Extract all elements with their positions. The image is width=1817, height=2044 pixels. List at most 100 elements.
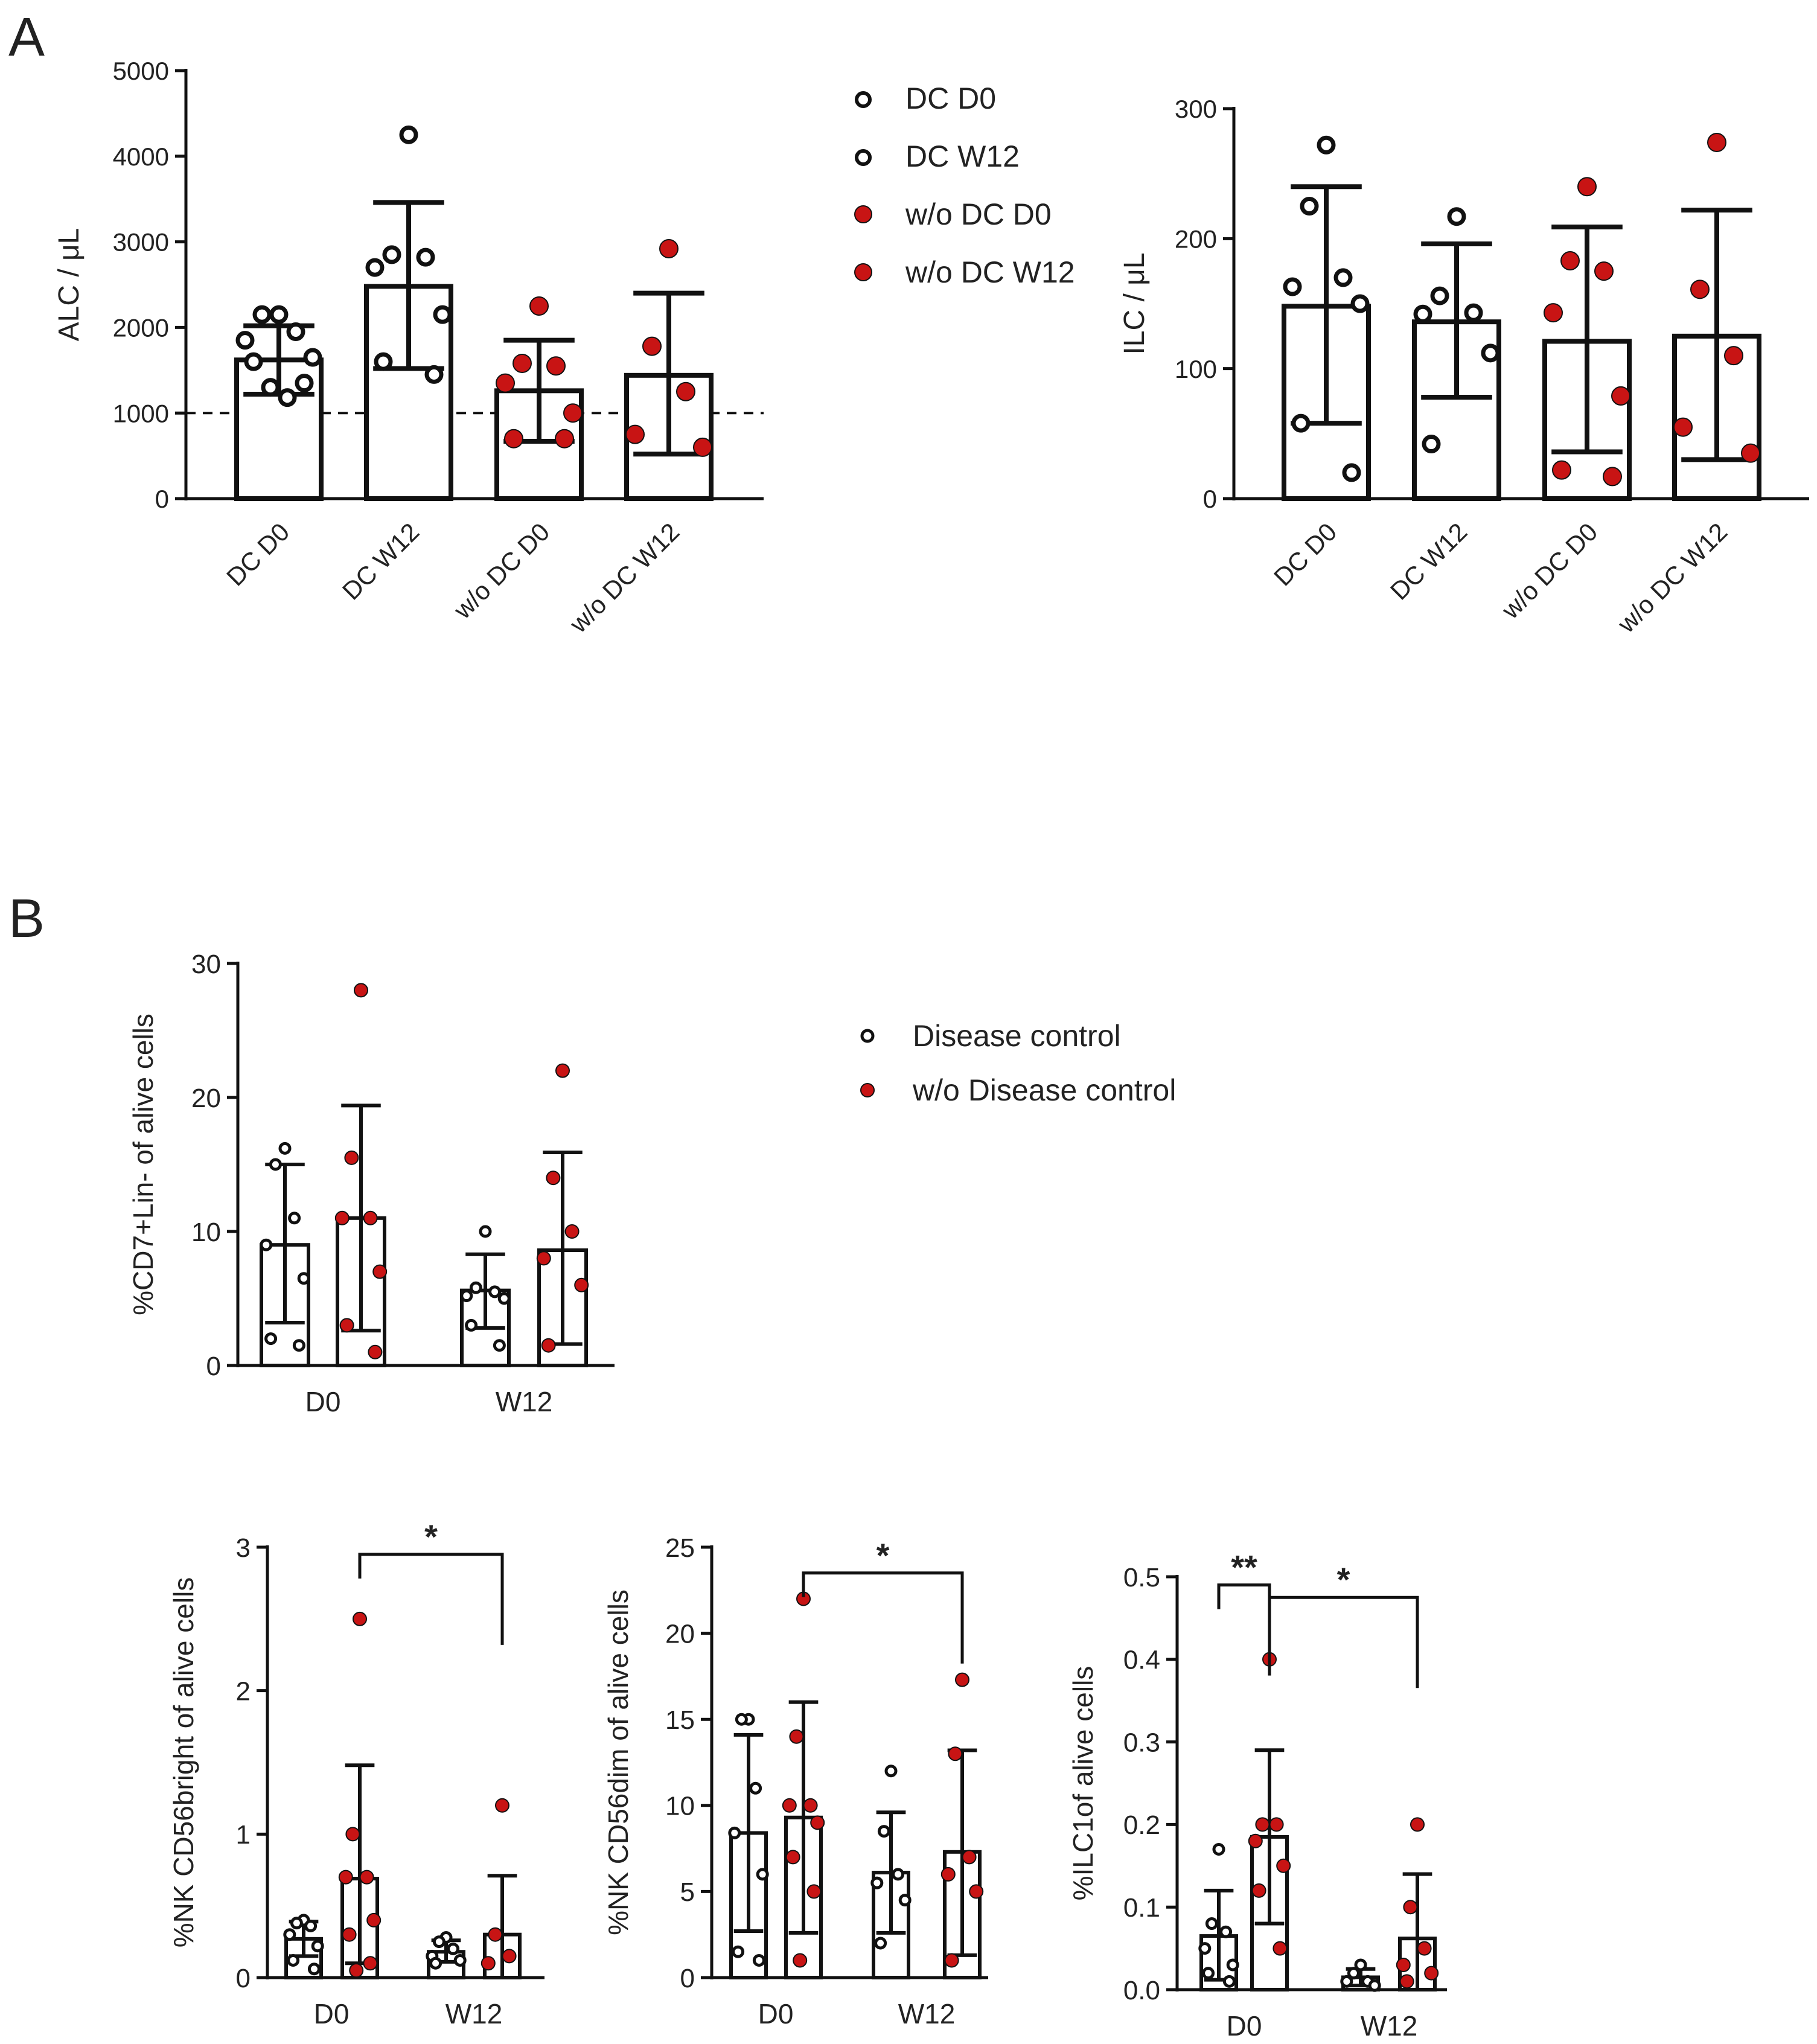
data-point <box>806 1884 822 1899</box>
legend-marker-wo-disease-control <box>860 1083 875 1097</box>
y-tick-label: 100 <box>1175 355 1217 383</box>
data-point <box>1611 386 1630 406</box>
data-point <box>1447 207 1466 226</box>
data-point <box>1354 1958 1367 1972</box>
y-tick-label: 10 <box>191 1218 221 1247</box>
data-point <box>295 374 314 393</box>
y-tick-label: 1000 <box>113 399 169 427</box>
data-point <box>1276 1858 1291 1873</box>
legend-label: DC D0 <box>905 81 996 115</box>
data-point <box>898 1894 912 1907</box>
data-point <box>1577 177 1597 197</box>
y-tick-label: 1 <box>236 1820 251 1850</box>
data-point <box>1707 132 1726 152</box>
data-point <box>1594 261 1614 281</box>
y-tick-label: 0.5 <box>1123 1563 1160 1592</box>
y-tick-label: 3 <box>236 1533 251 1563</box>
data-point <box>338 1870 353 1885</box>
data-point <box>541 1338 556 1353</box>
data-point <box>892 1868 905 1881</box>
data-point <box>1350 294 1370 313</box>
y-tick-label: 2000 <box>113 314 169 342</box>
chart-cd56bright: 0 1 2 3 %NK CD56bright of alive cells D0 W12 * <box>168 1518 544 2030</box>
data-point <box>1273 1941 1288 1956</box>
data-point <box>676 382 695 401</box>
data-point <box>1340 1975 1353 1988</box>
data-point <box>495 1798 509 1813</box>
data-point <box>283 1928 296 1941</box>
data-point <box>1342 463 1361 482</box>
data-point <box>793 1953 808 1968</box>
data-point <box>365 258 385 277</box>
x-tick-label: D0 <box>758 1998 794 2030</box>
data-point <box>278 1142 292 1155</box>
y-tick-label: 5000 <box>113 57 169 85</box>
y-tick-label: 0.3 <box>1123 1728 1160 1757</box>
data-point <box>1417 1941 1432 1956</box>
data-point <box>877 1825 890 1838</box>
x-tick-label: W12 <box>496 1386 553 1417</box>
data-point <box>1552 460 1571 480</box>
data-point <box>870 1876 884 1889</box>
legend-panel-b: Disease control w/o Disease control <box>860 1019 1176 1107</box>
y-tick-label: 20 <box>191 1084 221 1113</box>
significance-label: * <box>1337 1560 1350 1598</box>
y-tick-label: 200 <box>1175 225 1217 253</box>
data-point <box>504 429 523 449</box>
data-point <box>469 1281 482 1294</box>
y-axis-title: %NK CD56bright of alive cells <box>168 1577 199 1948</box>
data-point <box>955 1672 969 1687</box>
x-tick-label: D0 <box>314 1998 350 2030</box>
legend-label: DC W12 <box>905 139 1020 173</box>
data-point <box>948 1746 963 1761</box>
data-point <box>235 331 255 350</box>
significance-label: ** <box>1231 1548 1257 1586</box>
data-point <box>374 352 393 371</box>
y-axis-title: %CD7+Lin- of alive cells <box>127 1014 159 1315</box>
y-tick-label: 0 <box>1203 485 1217 513</box>
data-point <box>1251 1883 1266 1898</box>
data-point <box>260 1238 273 1251</box>
legend-marker-dc-d0 <box>855 91 872 108</box>
data-point <box>1422 435 1441 454</box>
data-point <box>493 1339 506 1352</box>
y-tick-label: 15 <box>665 1705 695 1735</box>
data-point <box>488 1927 503 1942</box>
data-point <box>1603 467 1622 487</box>
data-point <box>1291 414 1311 433</box>
data-point <box>366 1912 382 1927</box>
x-tick-label: w/o DC W12 <box>564 517 685 639</box>
data-point <box>424 365 444 384</box>
data-point <box>342 1927 357 1942</box>
data-point <box>563 403 583 423</box>
data-point <box>382 245 401 264</box>
data-point <box>363 1956 378 1971</box>
data-point <box>1430 286 1449 305</box>
significance-bracket <box>802 1571 964 1664</box>
data-point <box>1248 1833 1263 1848</box>
data-point <box>782 1798 797 1813</box>
y-tick-label: 0 <box>680 1964 695 1993</box>
data-point <box>536 1251 551 1266</box>
y-tick-label: 300 <box>1175 95 1217 123</box>
data-point <box>353 1611 367 1626</box>
data-point <box>502 1949 517 1964</box>
data-point <box>574 1277 589 1292</box>
data-point <box>372 1264 388 1279</box>
data-point <box>287 1953 300 1967</box>
y-tick-label: 10 <box>665 1792 695 1821</box>
data-point <box>962 1850 977 1865</box>
data-point <box>1399 1974 1414 1989</box>
data-point <box>339 1318 354 1333</box>
data-point <box>1317 135 1336 155</box>
y-tick-label: 2 <box>236 1677 251 1707</box>
data-point <box>334 1210 350 1225</box>
data-point <box>810 1815 825 1830</box>
x-tick-label: D0 <box>305 1386 341 1417</box>
data-point <box>749 1781 762 1795</box>
data-point <box>303 348 322 367</box>
y-tick-label: 5 <box>680 1877 695 1907</box>
data-point <box>555 1063 570 1078</box>
data-point <box>1464 303 1483 322</box>
